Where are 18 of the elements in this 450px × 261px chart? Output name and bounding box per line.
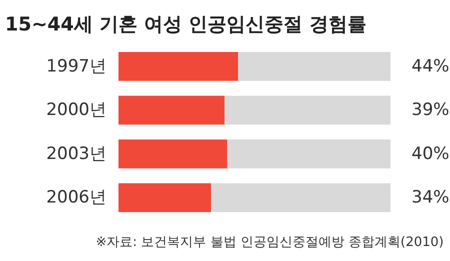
bar [118,52,238,81]
bar [118,139,228,168]
bar [227,139,390,168]
bar [238,52,390,81]
y-tick-label: 2000년 [46,100,106,120]
y-tick-label: 2003년 [46,144,106,164]
data-label: 40% [412,144,450,164]
y-tick-label: 1997년 [46,56,106,76]
data-label: 34% [412,188,450,208]
data-label: 39% [412,100,450,120]
y-tick-label: 2006년 [46,188,106,208]
chart-title: 15~44세 기혼 여성 인공임신중절 경험률 [5,14,366,36]
data-label: 44% [412,56,450,76]
bar [210,183,390,212]
bar [224,96,390,125]
bar [118,96,225,125]
text: ※자료: 보건복지부 불법 인공임신중절예방 종합계획(2010) [96,235,444,250]
bar [118,183,211,212]
